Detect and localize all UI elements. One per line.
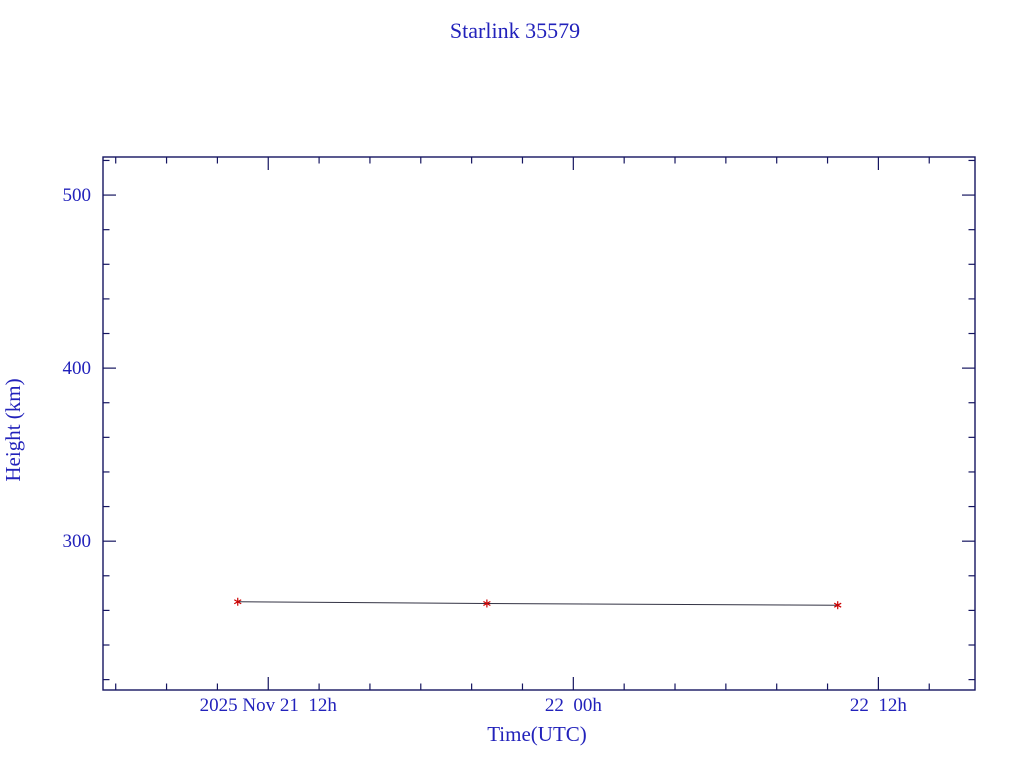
data-series bbox=[233, 597, 842, 610]
y-tick-label: 500 bbox=[63, 185, 92, 206]
data-point-marker bbox=[483, 599, 491, 608]
x-tick-label: 22 00h bbox=[545, 695, 603, 716]
marker-stroke bbox=[233, 599, 242, 605]
x-axis-label: Time(UTC) bbox=[487, 722, 587, 746]
x-tick-label: 2025 Nov 21 12h bbox=[200, 695, 338, 716]
data-line bbox=[237, 601, 838, 606]
marker-stroke bbox=[483, 600, 491, 606]
chart-title: Starlink 35579 bbox=[450, 18, 580, 43]
y-axis-label: Height (km) bbox=[1, 378, 25, 481]
plot-border bbox=[102, 156, 976, 691]
y-tick-label: 300 bbox=[63, 531, 92, 552]
x-tick-label: 22 12h bbox=[850, 695, 908, 716]
y-tick-label: 400 bbox=[63, 358, 92, 379]
axis-ticks bbox=[103, 157, 975, 690]
marker-stroke bbox=[833, 602, 842, 608]
axis-tick-labels: 2025 Nov 21 12h 22 00h 22 12h 300 400 500 bbox=[63, 185, 908, 716]
plot-frame bbox=[102, 156, 976, 691]
data-point-marker bbox=[233, 597, 242, 606]
data-point-marker bbox=[833, 601, 842, 610]
